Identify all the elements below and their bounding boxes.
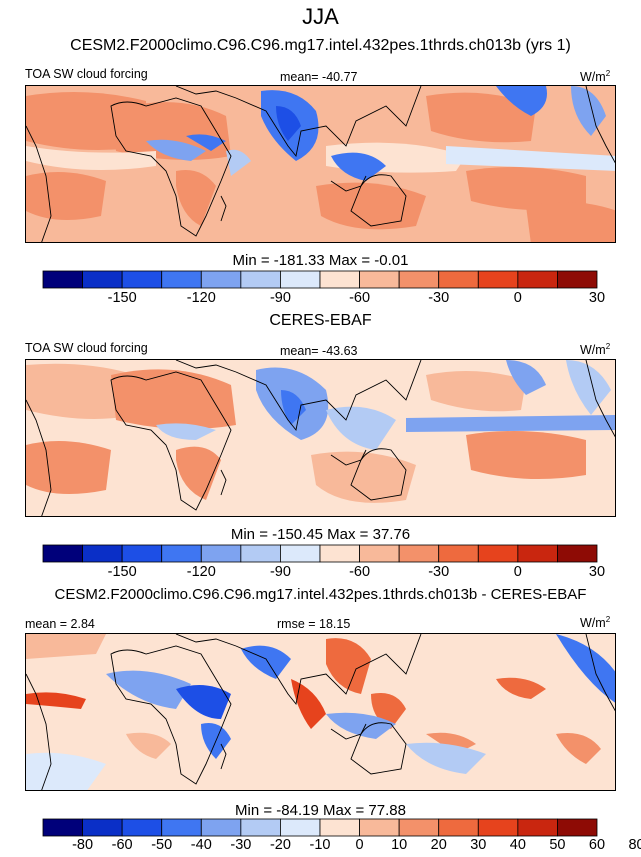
colorbar-box-1-13 [557, 544, 598, 563]
panel-diff-mean-label: mean = 2.84 [25, 617, 95, 631]
panel-diff-rmse-label: rmse = 18.15 [277, 617, 351, 631]
panel-obs-units-label: W/m2 [580, 342, 611, 358]
colorbar-box-2-6 [280, 818, 321, 837]
colorbar-box-1-7 [319, 544, 360, 563]
colorbar-tick-label: 50 [549, 837, 566, 853]
colorbar-tick-label: -40 [190, 837, 212, 853]
colorbar-tick-label: 0 [355, 837, 364, 853]
panel-model-heading: CESM2.F2000climo.C96.C96.mg17.intel.432p… [70, 37, 571, 54]
panel-model-minmax: Min = -181.33 Max = -0.01 [232, 252, 409, 269]
colorbar-box-0-7 [319, 270, 360, 289]
panel-diff-units-label: W/m2 [580, 615, 611, 631]
colorbar-tick-label: 0 [513, 290, 522, 306]
colorbar-tick-label: -90 [269, 564, 291, 580]
panel-obs-heading: CERES-EBAF [269, 312, 372, 329]
colorbar-tick-label: 60 [588, 837, 606, 853]
figure-title: JJA [302, 4, 339, 29]
colorbar-box-0-8 [359, 270, 400, 289]
colorbar-box-0-2 [121, 270, 163, 289]
colorbar-box-2-5 [240, 818, 281, 837]
panel-model-map-field [26, 86, 615, 242]
colorbar-box-1-1 [82, 544, 123, 563]
panel-diff-heading: CESM2.F2000climo.C96.C96.mg17.intel.432p… [54, 586, 587, 603]
panel-model-units-label: W/m2 [580, 69, 611, 85]
panel-obs-variable-label: TOA SW cloud forcing [25, 341, 148, 355]
colorbar-box-0-6 [280, 270, 321, 289]
colorbar-box-2-3 [161, 818, 202, 837]
colorbar-tick-label: 30 [588, 290, 606, 306]
colorbar-box-2-12 [517, 818, 558, 837]
colorbar-box-1-3 [161, 544, 202, 563]
colorbar-box-2-13 [557, 818, 598, 837]
panel-obs-map [25, 359, 616, 517]
panel-model-mean-label: mean= -40.77 [280, 70, 358, 84]
colorbar-box-2-2 [121, 818, 163, 837]
colorbar-tick-label: -90 [269, 290, 291, 306]
colorbar-box-1-11 [477, 544, 519, 563]
colorbar-tick-label: -30 [428, 290, 450, 306]
colorbar-tick-label: -150 [107, 564, 137, 580]
colorbar-tick-label: -30 [230, 837, 252, 853]
panel-obs-colorbar-boxes [42, 544, 598, 563]
colorbar-tick-label: 40 [509, 837, 526, 853]
colorbar-box-1-9 [398, 544, 440, 563]
colorbar-box-0-13 [557, 270, 598, 289]
panel-diff-minmax: Min = -84.19 Max = 77.88 [235, 802, 406, 819]
colorbar-box-2-10 [438, 818, 479, 837]
colorbar-tick-label: -50 [151, 837, 173, 853]
panel-diff-colorbar-boxes [42, 818, 598, 837]
colorbar-box-0-4 [200, 270, 242, 289]
colorbar-tick-label: -10 [309, 837, 331, 853]
colorbar-tick-label: 10 [391, 837, 408, 853]
panel-obs-colorbar [42, 544, 598, 563]
colorbar-box-2-9 [398, 818, 440, 837]
panel-diff-map-field [26, 634, 615, 790]
colorbar-box-1-2 [121, 544, 163, 563]
colorbar-box-0-11 [477, 270, 519, 289]
colorbar-box-2-0 [42, 818, 83, 837]
colorbar-box-0-0 [42, 270, 83, 289]
colorbar-tick-label: 20 [430, 837, 447, 853]
colorbar-box-0-5 [240, 270, 281, 289]
colorbar-tick-label: -80 [72, 837, 94, 853]
colorbar-tick-label: 30 [588, 564, 606, 580]
colorbar-box-0-3 [161, 270, 202, 289]
colorbar-box-0-9 [398, 270, 440, 289]
colorbar-tick-label: -150 [107, 290, 137, 306]
colorbar-tick-label: -120 [186, 290, 216, 306]
panel-obs-mean-label: mean= -43.63 [280, 344, 358, 358]
panel-diff-colorbar [42, 818, 598, 837]
panel-model-colorbar [42, 270, 598, 289]
panel-obs-minmax: Min = -150.45 Max = 37.76 [230, 526, 411, 543]
panel-model-colorbar-boxes [42, 270, 598, 289]
colorbar-box-1-12 [517, 544, 558, 563]
colorbar-tick-label: -20 [269, 837, 291, 853]
colorbar-tick-label: 30 [470, 837, 487, 853]
colorbar-box-1-0 [42, 544, 83, 563]
panel-diff-map [25, 633, 616, 791]
colorbar-box-2-7 [319, 818, 360, 837]
colorbar-tick-label: -60 [349, 290, 371, 306]
colorbar-tick-label: -60 [111, 837, 133, 853]
colorbar-box-2-8 [359, 818, 400, 837]
colorbar-box-0-10 [438, 270, 479, 289]
colorbar-tick-label: 0 [513, 564, 522, 580]
colorbar-tick-label: -60 [349, 564, 371, 580]
colorbar-box-0-1 [82, 270, 123, 289]
colorbar-box-2-11 [477, 818, 519, 837]
colorbar-box-1-5 [240, 544, 281, 563]
colorbar-tick-label: -120 [186, 564, 216, 580]
colorbar-box-2-4 [200, 818, 242, 837]
colorbar-box-1-8 [359, 544, 400, 563]
colorbar-box-2-1 [82, 818, 123, 837]
colorbar-tick-label: 80 [628, 837, 641, 853]
colorbar-box-1-10 [438, 544, 479, 563]
panel-obs-map-field [26, 360, 615, 516]
colorbar-box-1-6 [280, 544, 321, 563]
panel-model-map [25, 85, 616, 243]
panel-model-variable-label: TOA SW cloud forcing [25, 67, 148, 81]
colorbar-box-1-4 [200, 544, 242, 563]
colorbar-box-0-12 [517, 270, 558, 289]
colorbar-tick-label: -30 [428, 564, 450, 580]
